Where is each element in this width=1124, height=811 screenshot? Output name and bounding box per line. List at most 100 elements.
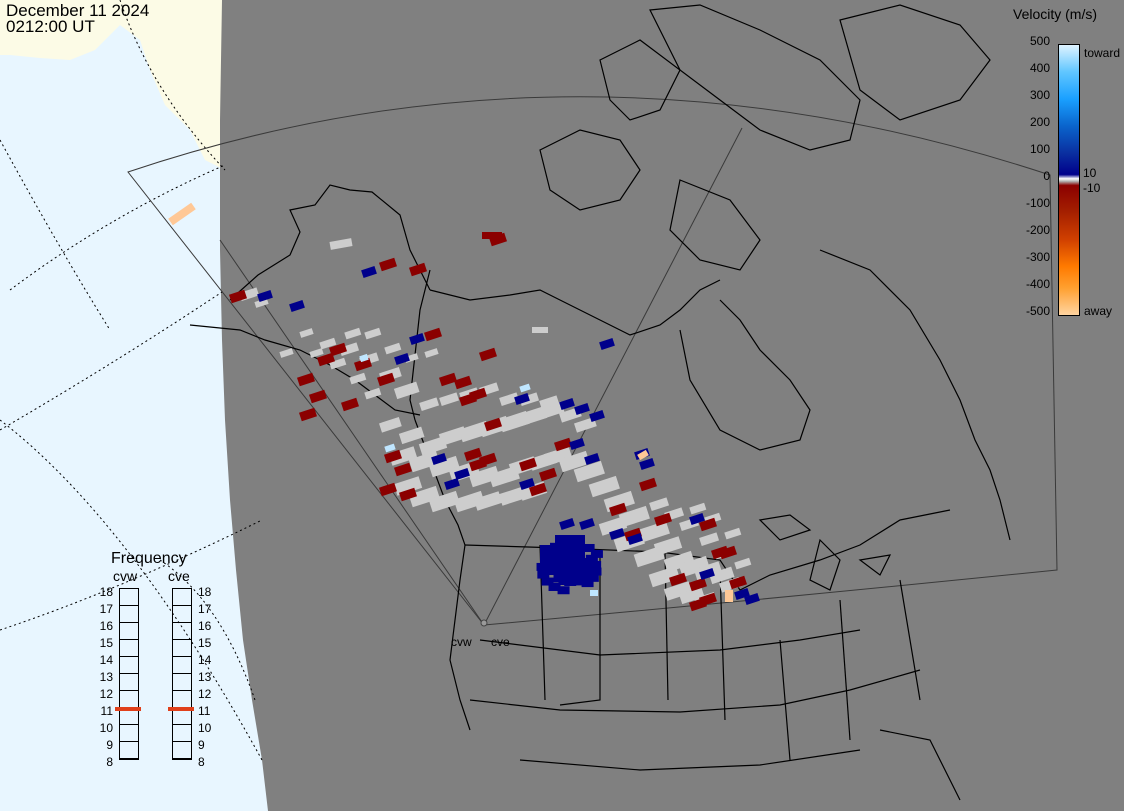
frequency-tick-left: 9 <box>106 738 113 752</box>
scatter-cell <box>558 450 590 473</box>
velocity-tick: -300 <box>1025 250 1050 264</box>
frequency-title: Frequency <box>111 550 187 567</box>
scatter-cell <box>557 586 570 595</box>
scatter-cell <box>678 555 710 578</box>
scatter-cell <box>479 347 497 362</box>
scatter-cell <box>598 516 628 536</box>
scatter-cell <box>257 290 273 302</box>
scatter-cell <box>479 452 497 467</box>
scatter-cell <box>678 586 705 605</box>
scatter-cell <box>379 417 402 433</box>
scatter-cell <box>489 232 507 247</box>
scatter-cell <box>586 573 599 582</box>
scatter-cell <box>329 238 353 250</box>
scatter-cell <box>453 490 485 513</box>
frequency-tick-right: 14 <box>198 653 212 667</box>
scatter-cell <box>637 449 649 461</box>
velocity-tick: 400 <box>1029 61 1050 75</box>
scatter-cell <box>689 577 707 592</box>
frequency-tick-right: 8 <box>198 755 205 769</box>
frequency-tick-right: 11 <box>198 704 211 718</box>
scatter-cell <box>541 577 554 586</box>
scatter-cell <box>469 387 487 402</box>
sunlit-landmass <box>0 0 225 170</box>
velocity-tick: -400 <box>1025 277 1050 291</box>
scatter-cell <box>408 485 440 508</box>
velocity-tick: 200 <box>1029 115 1050 129</box>
scatter-cell <box>609 528 625 540</box>
scatter-cell <box>599 338 615 350</box>
frequency-tick-left: 17 <box>99 602 113 616</box>
scatter-cell <box>734 557 752 570</box>
header-time: 0212:00 UT <box>6 17 95 36</box>
scatter-cell <box>663 550 695 573</box>
scatter-cell <box>532 327 548 333</box>
scatter-cell <box>584 453 600 465</box>
frequency-tick-left: 14 <box>99 653 113 667</box>
scatter-cell <box>408 450 440 473</box>
scatter-cell <box>299 328 314 338</box>
radar-label-cvw: cvw <box>451 635 472 649</box>
scatter-cell <box>618 505 650 528</box>
frequency-panel: Frequency cvw cve 18 17 16 15 14 13 12 11 10 9 8 1… <box>85 548 225 769</box>
scatter-cell <box>384 449 402 464</box>
frequency-tick-left: 8 <box>106 755 113 769</box>
scatter-cell <box>560 560 590 585</box>
radar-sites <box>480 619 488 627</box>
scatter-cell <box>589 410 605 422</box>
scatter-cell <box>585 554 598 563</box>
scatter-cell <box>359 353 369 363</box>
scatter-cell <box>569 438 585 450</box>
scatter-cell <box>393 476 423 496</box>
scatter-cell <box>279 348 294 358</box>
scatter-cell <box>744 593 760 605</box>
frequency-tick-left: 11 <box>100 704 113 718</box>
velocity-toward-label: toward <box>1084 46 1121 60</box>
scatter-cell <box>639 477 657 492</box>
scatter-cell <box>724 527 742 540</box>
velocity-legend-title: Velocity (m/s) <box>1013 6 1098 22</box>
frequency-bar-cve <box>172 588 192 760</box>
night-terminator-region <box>220 0 1124 811</box>
scatter-cell <box>254 298 269 308</box>
velocity-tick: -500 <box>1025 304 1050 318</box>
scatter-cells <box>168 202 760 612</box>
scatter-cell <box>499 392 520 407</box>
frequency-tick-right: 16 <box>198 619 212 633</box>
scatter-cell <box>341 397 359 412</box>
radar-site-marker <box>480 619 488 627</box>
scatter-cell <box>394 353 410 365</box>
graticule <box>0 0 263 761</box>
scatter-cell <box>464 447 482 462</box>
scatter-cell <box>424 348 439 358</box>
scatter-cell <box>418 436 448 456</box>
scatter-cell <box>639 458 655 470</box>
scatter-cell <box>344 327 362 340</box>
scatter-cell <box>519 478 535 490</box>
frequency-radar-cvw: cvw <box>113 568 138 584</box>
scatter-cell <box>454 468 470 480</box>
scatter-cell <box>329 357 347 370</box>
radar-label-cve: cve <box>491 635 510 649</box>
scatter-cell <box>384 342 402 355</box>
scatter-cell <box>349 372 367 385</box>
scatter-cell <box>529 482 547 497</box>
scatter-cell <box>729 575 747 590</box>
scatter-cell <box>574 417 597 433</box>
scatter-cell <box>590 590 598 596</box>
scatter-cell <box>689 513 705 525</box>
scatter-cell <box>654 512 672 527</box>
scatter-cell <box>354 357 372 372</box>
scatter-cell <box>454 375 472 390</box>
frequency-marker-cve <box>168 706 194 711</box>
frequency-tick-left: 13 <box>99 670 113 684</box>
scatter-cell <box>589 560 602 569</box>
scatter-cell <box>708 566 735 585</box>
header-date: December 11 2024 <box>6 1 150 20</box>
scatter-cell <box>559 518 575 530</box>
scatter-cell <box>168 202 196 226</box>
scatter-cell <box>514 393 530 405</box>
scatter-cell <box>364 387 382 400</box>
velocity-tick: 0 <box>1043 169 1050 183</box>
frequency-bar-cvw <box>119 588 139 760</box>
